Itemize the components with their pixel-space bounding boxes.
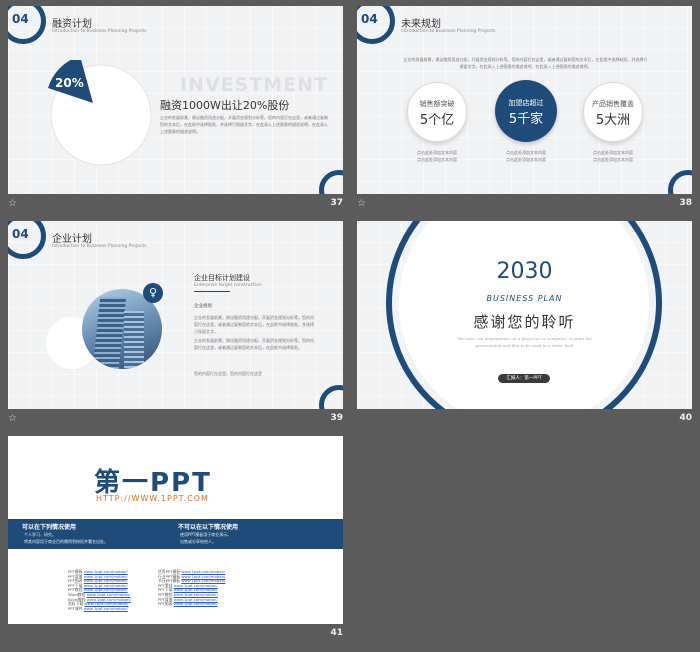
slide-40[interactable]: 2030 BUSINESS PLAN 感谢您的聆听 The user can d… xyxy=(357,221,692,409)
slide-39-footer: ☆ 39 xyxy=(8,413,343,427)
slide-37[interactable]: 04 融资计划 Introduction to Business Plannin… xyxy=(8,6,343,194)
cannot-use-item: 使用PPT模板用于商业演示。 xyxy=(180,532,232,537)
slide-41[interactable]: 第一PPT HTTP://WWW.1PPT.COM 可以在下列情况使用 个人学习… xyxy=(8,436,343,624)
intro-text: 企业的发展前景，建议融资用途分配，开展资金规划分析等。您的内容打在这里，或者通过… xyxy=(403,57,648,69)
section-number: 04 xyxy=(12,227,29,241)
plan-footer: 您的内容打在这里，您的内容打在这里 xyxy=(194,371,262,376)
section-number: 04 xyxy=(361,12,378,26)
links-right: 优秀PPT模板 www.1ppt.com/moban/ 行业PPT模板 www.… xyxy=(158,569,226,607)
thanks-desc: The user can demonstrate on a projector … xyxy=(457,336,592,348)
slide-37-footer: ☆ 37 xyxy=(8,198,343,212)
stat-label: 销售额突破 xyxy=(419,100,455,108)
plan-body-1: 企业的发展前景，建议融资用途分配，开展资金规划分析等。您的内容打在这里，或者通过… xyxy=(194,315,314,334)
cannot-use-item: 出售或分享给他人。 xyxy=(180,539,216,544)
business-plan-tag: BUSINESS PLAN xyxy=(486,294,563,303)
section-tab xyxy=(8,6,46,44)
star-icon[interactable]: ☆ xyxy=(8,198,17,209)
stat-value: 5千家 xyxy=(508,112,544,127)
section-subtitle: Introduction to Business Planning Projec… xyxy=(401,29,496,34)
star-icon[interactable]: ☆ xyxy=(357,198,366,209)
ring-outer xyxy=(386,221,662,409)
stat-desc: 点击此处添加文本内容 点击此处添加文本内容 xyxy=(506,150,546,162)
slide-38[interactable]: 04 未来规划 Introduction to Business Plannin… xyxy=(357,6,692,194)
stat-value: 5大洲 xyxy=(595,113,631,128)
can-use-item: 个人学习、研究。 xyxy=(24,532,56,537)
page-number: 39 xyxy=(330,413,343,423)
stat-label: 产品销售覆盖 xyxy=(592,100,634,108)
can-use-item: 将其内容用于商业目的需得到授权并署名出处。 xyxy=(24,539,108,544)
stat-label: 加盟店超过 xyxy=(508,99,544,107)
slide-41-footer: 41 xyxy=(8,628,343,642)
star-icon[interactable]: ☆ xyxy=(8,413,17,424)
plan-divider xyxy=(194,291,230,292)
brand-url[interactable]: HTTP://WWW.1PPT.COM xyxy=(96,494,209,503)
page-number: 38 xyxy=(679,198,692,208)
thanks-title: 感谢您的聆听 xyxy=(473,313,576,331)
links-left: PPT模板 www.1ppt.com/moban/ PPT背景 www.1ppt… xyxy=(68,569,131,611)
section-tab xyxy=(8,221,46,259)
section-subtitle: Introduction to Business Planning Projec… xyxy=(52,29,147,34)
presenter-button[interactable]: 汇报人：第一PPT xyxy=(498,374,550,383)
section-title: 企业计划 xyxy=(52,234,92,245)
stat-circle-1: 销售额突破 5个亿 xyxy=(407,82,467,142)
cannot-use-title: 不可以在以下情况使用 xyxy=(178,524,239,531)
stat-value: 5个亿 xyxy=(419,113,455,128)
plan-heading-en: Enterprise target construction xyxy=(194,283,262,288)
page-number: 41 xyxy=(330,628,343,638)
pie-percent: 20% xyxy=(55,76,84,90)
section-subtitle: Introduction to Business Planning Projec… xyxy=(52,244,147,249)
stat-circle-2: 加盟店超过 5千家 xyxy=(495,80,557,142)
corner-arc xyxy=(319,170,343,194)
corner-arc xyxy=(668,170,692,194)
section-number: 04 xyxy=(12,12,29,26)
slide-38-footer: ☆ 38 xyxy=(357,198,692,212)
page-number: 40 xyxy=(679,413,692,423)
section-title: 未来规划 xyxy=(401,19,441,30)
plan-body-2: 企业的发展前景，建议融资用途分配，开展资金规划分析等。您的内容打在这里，或者通过… xyxy=(194,338,314,350)
bg-word: INVESTMENT xyxy=(180,74,329,96)
stat-desc: 点击此处添加文本内容 点击此处添加文本内容 xyxy=(417,150,457,162)
usage-banner: 可以在下列情况使用 个人学习、研究。 将其内容用于商业目的需得到授权并署名出处。… xyxy=(8,519,343,549)
body-text: 企业的发展前景，建议融资用途分配，开展资金规划分析等。您的内容打在这里，或者通过… xyxy=(160,115,328,134)
pie-chart xyxy=(48,60,152,166)
slide-39[interactable]: 04 企业计划 Introduction to Business Plannin… xyxy=(8,221,343,409)
section-title: 融资计划 xyxy=(52,19,92,30)
section-tab xyxy=(357,6,395,44)
corner-arc xyxy=(319,385,343,409)
brand-logo: 第一PPT xyxy=(94,468,212,498)
slide-40-footer: 40 xyxy=(357,413,692,427)
plan-heading: 企业目标计划建设 xyxy=(194,274,250,282)
headline: 融资1000W出让20%股份 xyxy=(160,99,290,112)
stat-circle-3: 产品销售覆盖 5大洲 xyxy=(583,82,643,142)
lightbulb-icon: ♀ xyxy=(143,283,163,303)
stat-desc: 点击此处添加文本内容 点击此处添加文本内容 xyxy=(593,150,633,162)
building-photo xyxy=(82,289,162,369)
can-use-title: 可以在下列情况使用 xyxy=(22,524,77,531)
page-number: 37 xyxy=(330,198,343,208)
year: 2030 xyxy=(496,259,553,284)
plan-label: 企业规划 xyxy=(194,304,212,309)
